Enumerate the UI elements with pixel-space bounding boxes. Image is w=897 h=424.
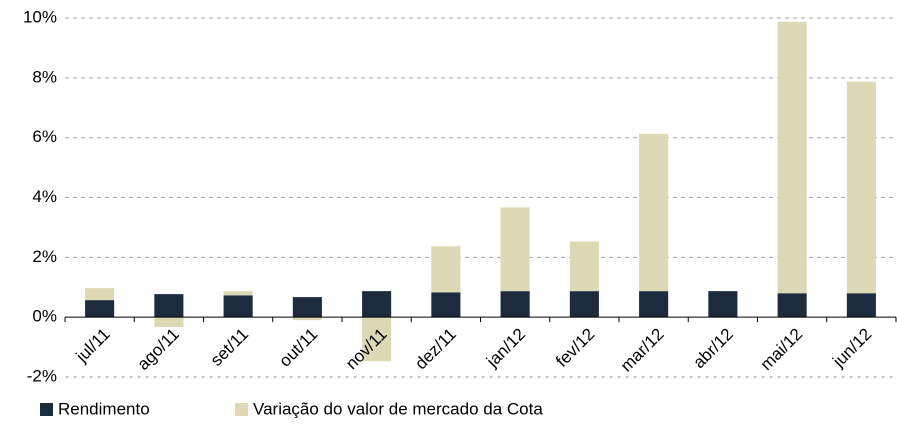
legend-swatch: [40, 403, 53, 416]
bar: [431, 292, 461, 318]
bar: [569, 241, 599, 292]
bar: [639, 133, 669, 292]
bar: [223, 295, 253, 318]
y-tick-label: 8%: [32, 67, 57, 86]
bar: [500, 291, 530, 318]
bar: [154, 294, 184, 318]
bar: [639, 291, 669, 318]
legend-swatch: [235, 403, 248, 416]
legend-label: Variação do valor de mercado da Cota: [253, 399, 543, 418]
y-tick-label: 10%: [23, 7, 57, 26]
bar: [85, 288, 115, 301]
y-tick-label: 4%: [32, 187, 57, 206]
bar: [154, 317, 184, 328]
x-tick-label: dez/11: [411, 325, 460, 374]
x-tick-label: jun/12: [828, 325, 875, 372]
x-tick-label: out/11: [275, 325, 321, 371]
y-tick-label: 2%: [32, 247, 57, 266]
bar: [777, 21, 807, 294]
x-tick-label: fev/12: [552, 325, 598, 371]
bar: [85, 300, 115, 318]
legend-label: Rendimento: [58, 399, 150, 418]
x-tick-label: mai/12: [757, 325, 807, 375]
bar: [500, 207, 530, 292]
bar: [431, 246, 461, 293]
y-tick-label: 0%: [32, 307, 57, 326]
x-tick-label: jul/11: [72, 325, 114, 367]
bar: [708, 291, 738, 318]
bar: [569, 291, 599, 318]
x-tick-label: abr/12: [689, 325, 737, 373]
bar: [292, 317, 322, 321]
y-tick-label: 6%: [32, 127, 57, 146]
y-tick-label: -2%: [27, 366, 57, 385]
bar: [292, 297, 322, 318]
bar: [846, 293, 876, 318]
x-tick-label: jan/12: [482, 325, 529, 372]
bar: [777, 293, 807, 318]
bar: [223, 291, 253, 296]
bar: [362, 317, 392, 362]
x-tick-label: set/11: [207, 325, 252, 370]
bar: [362, 291, 392, 318]
bar: [846, 81, 876, 294]
x-tick-label: ago/11: [134, 325, 183, 374]
x-tick-label: mar/12: [617, 325, 668, 376]
